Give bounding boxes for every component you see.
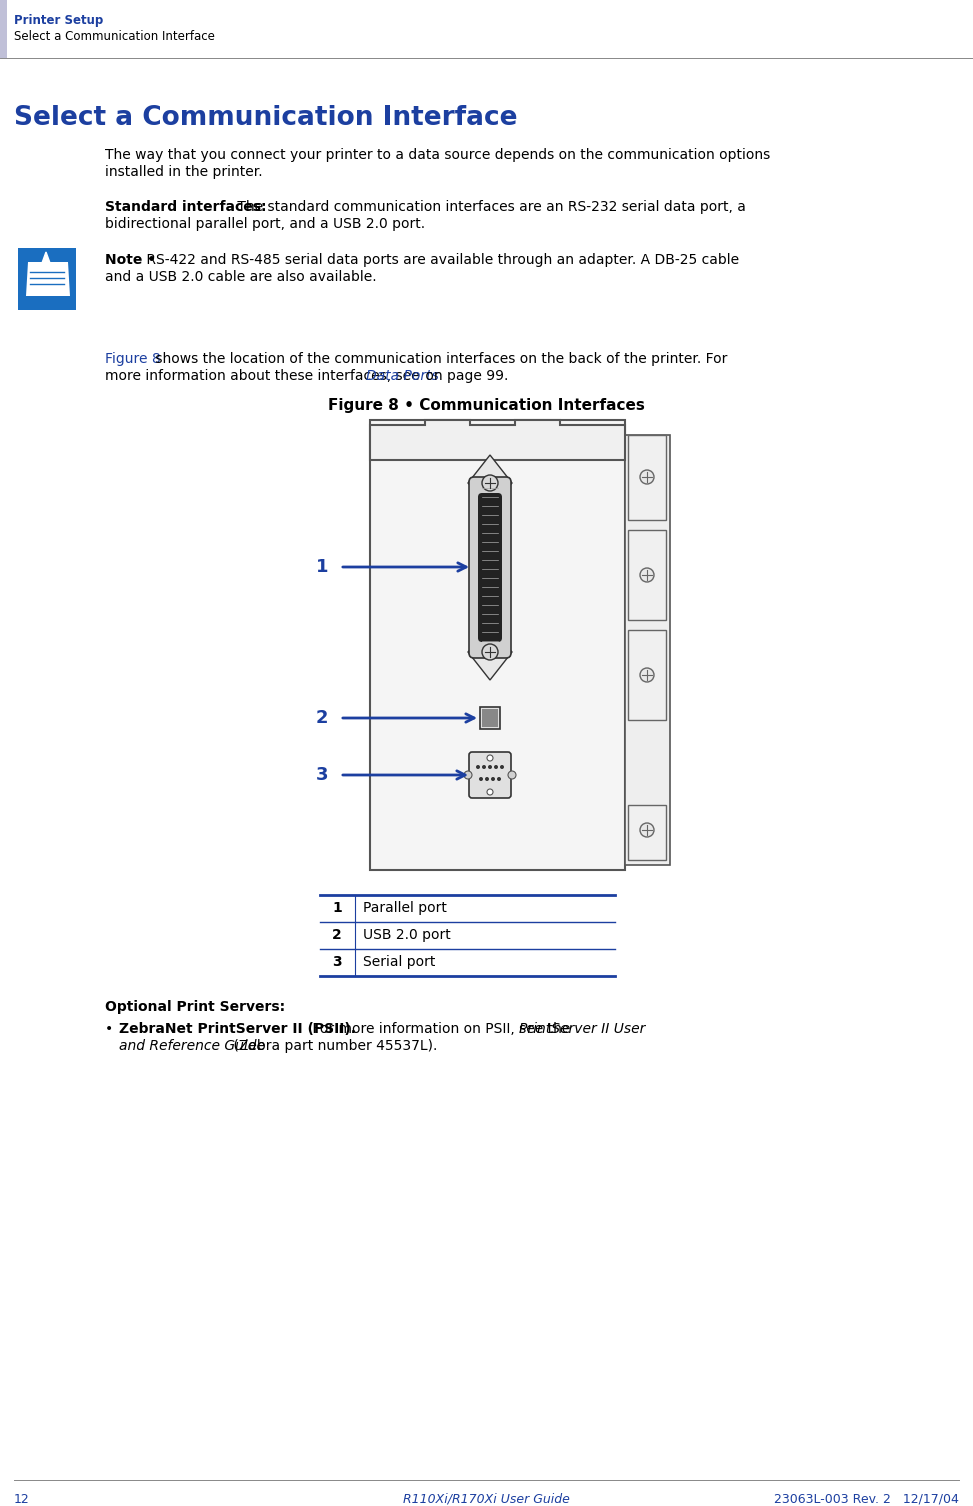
Bar — [625, 435, 670, 864]
Text: PrintServer II User: PrintServer II User — [519, 1023, 645, 1036]
FancyBboxPatch shape — [469, 477, 511, 658]
Polygon shape — [42, 252, 50, 264]
Text: •: • — [105, 1023, 113, 1036]
Text: The standard communication interfaces are an RS-232 serial data port, a: The standard communication interfaces ar… — [233, 200, 746, 214]
Text: 23063L-003 Rev. 2   12/17/04: 23063L-003 Rev. 2 12/17/04 — [775, 1492, 959, 1506]
Bar — [628, 806, 666, 860]
Polygon shape — [468, 455, 512, 508]
Text: bidirectional parallel port, and a USB 2.0 port.: bidirectional parallel port, and a USB 2… — [105, 217, 425, 230]
Text: USB 2.0 port: USB 2.0 port — [363, 928, 450, 941]
Circle shape — [488, 765, 492, 770]
Text: 3: 3 — [315, 767, 328, 785]
Circle shape — [640, 822, 654, 837]
Circle shape — [491, 777, 495, 782]
Text: shows the location of the communication interfaces on the back of the printer. F: shows the location of the communication … — [152, 352, 728, 366]
Circle shape — [640, 470, 654, 483]
Circle shape — [494, 765, 498, 770]
Text: Figure 8: Figure 8 — [105, 352, 161, 366]
Polygon shape — [468, 628, 512, 681]
Circle shape — [485, 777, 489, 782]
Text: Select a Communication Interface: Select a Communication Interface — [14, 30, 215, 44]
Circle shape — [640, 669, 654, 682]
Text: Data Ports: Data Ports — [366, 369, 439, 383]
Text: (Zebra part number 45537L).: (Zebra part number 45537L). — [230, 1039, 438, 1053]
Bar — [628, 530, 666, 620]
Circle shape — [476, 765, 480, 770]
Text: The way that you connect your printer to a data source depends on the communicat: The way that you connect your printer to… — [105, 148, 771, 163]
Text: Parallel port: Parallel port — [363, 901, 447, 916]
Text: ZebraNet PrintServer II (PSII).: ZebraNet PrintServer II (PSII). — [119, 1023, 356, 1036]
Bar — [480, 706, 500, 729]
Circle shape — [482, 474, 498, 491]
Text: Standard interfaces:: Standard interfaces: — [105, 200, 267, 214]
Text: more information about these interfaces, see: more information about these interfaces,… — [105, 369, 424, 383]
FancyBboxPatch shape — [18, 248, 76, 310]
Circle shape — [508, 771, 516, 779]
Circle shape — [464, 771, 472, 779]
FancyBboxPatch shape — [478, 492, 502, 642]
Text: For more information on PSII, see the: For more information on PSII, see the — [308, 1023, 575, 1036]
Circle shape — [640, 568, 654, 581]
Text: Figure 8 • Communication Interfaces: Figure 8 • Communication Interfaces — [328, 398, 644, 413]
Text: R110Xi/R170Xi User Guide: R110Xi/R170Xi User Guide — [403, 1492, 569, 1506]
Text: Printer Setup: Printer Setup — [14, 14, 103, 27]
Text: RS-422 and RS-485 serial data ports are available through an adapter. A DB-25 ca: RS-422 and RS-485 serial data ports are … — [142, 253, 739, 267]
Text: Optional Print Servers:: Optional Print Servers: — [105, 1000, 285, 1014]
Bar — [628, 630, 666, 720]
Text: 12: 12 — [14, 1492, 30, 1506]
Text: Note •: Note • — [105, 253, 156, 267]
Circle shape — [482, 645, 498, 660]
Bar — [370, 420, 625, 870]
Text: and Reference Guide: and Reference Guide — [119, 1039, 265, 1053]
Bar — [482, 709, 498, 727]
Polygon shape — [370, 420, 625, 459]
Text: Select a Communication Interface: Select a Communication Interface — [14, 105, 518, 131]
Circle shape — [482, 765, 486, 770]
Text: and a USB 2.0 cable are also available.: and a USB 2.0 cable are also available. — [105, 270, 377, 285]
Circle shape — [479, 777, 483, 782]
Polygon shape — [26, 262, 70, 297]
Circle shape — [497, 777, 501, 782]
Text: Serial port: Serial port — [363, 955, 435, 968]
FancyBboxPatch shape — [469, 751, 511, 798]
Bar — [0, 0, 7, 59]
Bar — [628, 435, 666, 520]
Text: on page 99.: on page 99. — [421, 369, 508, 383]
Text: 2: 2 — [332, 928, 342, 941]
Text: 3: 3 — [332, 955, 342, 968]
Circle shape — [500, 765, 504, 770]
Text: 2: 2 — [315, 709, 328, 727]
Circle shape — [487, 789, 493, 795]
Text: installed in the printer.: installed in the printer. — [105, 166, 263, 179]
Circle shape — [487, 755, 493, 761]
Text: 1: 1 — [332, 901, 342, 916]
Text: 1: 1 — [315, 559, 328, 575]
